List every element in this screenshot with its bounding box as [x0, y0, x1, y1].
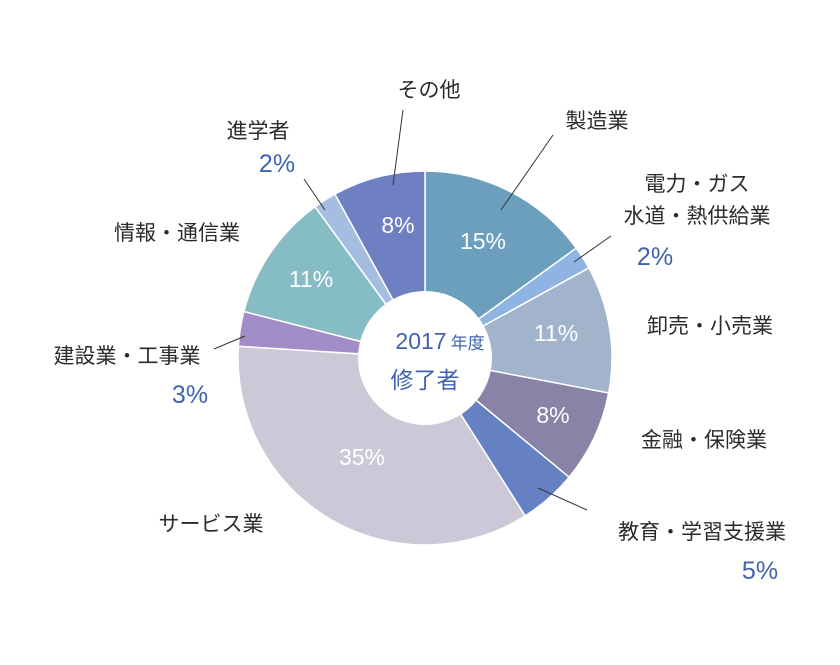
- slice-5-category-label: 教育・学習支援業: [618, 520, 786, 544]
- slice-4-percent-label: 8%: [536, 402, 569, 428]
- center-year-suffix: 年度: [451, 334, 485, 354]
- slice-5-leader-line: [537, 487, 588, 511]
- slice-1-percent-label: 15%: [460, 228, 506, 254]
- slice-5-percent-label: 5%: [742, 557, 778, 585]
- slice-7-percent-label: 3%: [172, 381, 208, 409]
- slice-9-category-label: 進学者: [227, 119, 290, 143]
- slice-10-category-label: その他: [398, 78, 461, 102]
- slice-4-category-label: 金融・保険業: [641, 428, 767, 452]
- slice-1-leader-line: [500, 134, 554, 211]
- slice-3-category-label: 卸売・小売業: [647, 314, 773, 338]
- slice-2-leader-line: [573, 235, 612, 263]
- slice-8-category-label: 情報・通信業: [114, 221, 240, 245]
- slice-10-leader-line: [392, 109, 404, 186]
- slice-9-percent-label: 2%: [259, 150, 295, 178]
- slice-6-percent-label: 35%: [339, 444, 385, 470]
- slice-10-percent-label: 8%: [381, 212, 414, 238]
- slice-7-leader-line: [213, 335, 246, 350]
- slice-6-category-label: サービス業: [159, 512, 264, 536]
- slice-6-wedge: [237, 345, 527, 546]
- slice-2-category-label: 電力・ガス水道・熱供給業: [624, 172, 771, 228]
- slice-3-percent-label: 11%: [534, 320, 578, 346]
- center-caption: 修了者: [391, 368, 460, 394]
- center-hole: [358, 291, 492, 425]
- leader-lines: [213, 109, 612, 511]
- slice-1-category-label: 製造業: [566, 109, 629, 133]
- slice-7-category-label: 建設業・工事業: [54, 344, 201, 368]
- slice-2-percent-label: 2%: [637, 243, 673, 271]
- center-year: 2017: [395, 328, 446, 354]
- center-label: 2017 年度 修了者: [391, 328, 485, 394]
- slice-9-leader-line: [303, 178, 326, 211]
- slice-8-percent-label: 11%: [289, 266, 333, 292]
- inner-percent-labels: 15% 11% 8% 35% 11% 8%: [289, 212, 578, 470]
